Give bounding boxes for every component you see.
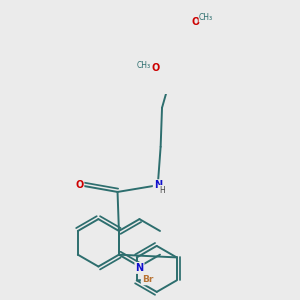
Text: O: O: [75, 180, 83, 190]
Text: O: O: [152, 63, 160, 74]
Text: CH₃: CH₃: [137, 61, 151, 70]
Text: N: N: [135, 263, 143, 273]
Text: H: H: [159, 186, 165, 195]
Text: N: N: [154, 180, 162, 190]
Text: CH₃: CH₃: [199, 13, 213, 22]
Text: Br: Br: [142, 275, 153, 284]
Text: O: O: [191, 17, 199, 27]
